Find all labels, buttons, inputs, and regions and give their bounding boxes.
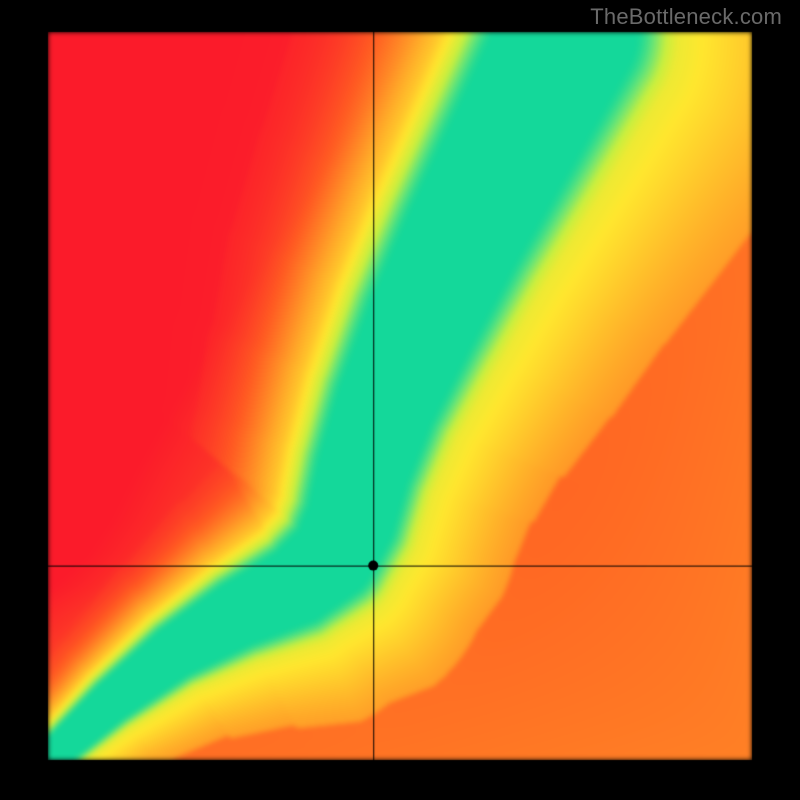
heatmap-canvas [0, 0, 800, 800]
watermark-label: TheBottleneck.com [590, 4, 782, 30]
bottleneck-heatmap-chart: TheBottleneck.com [0, 0, 800, 800]
